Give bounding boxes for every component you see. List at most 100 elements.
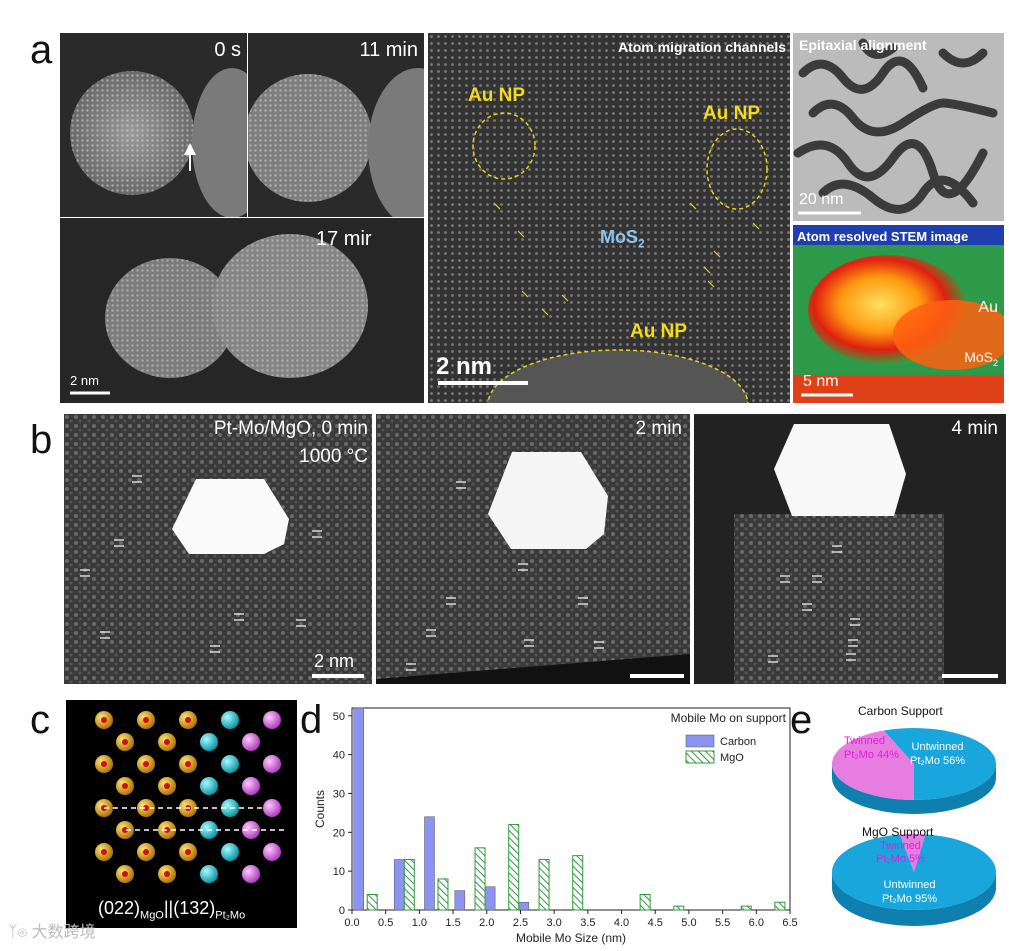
pie-charts [832, 728, 996, 926]
b-title-line2: 1000 °C [299, 446, 368, 467]
histogram-panel: 0.0 0.5 1.0 1.5 2.0 2.5 3.0 3.5 4.0 4.5 5.0 5.5 6.0 6… [300, 700, 800, 946]
legend-title: Mobile Mo on support [671, 711, 787, 725]
bar-mgo [572, 855, 584, 911]
bar-mgo [474, 847, 486, 911]
tem-image-epitaxial: Epitaxial alignment 20 nm [793, 33, 1004, 221]
scale-label-epi: 20 nm [799, 191, 844, 208]
tem-image-b-0min: Pt-Mo/MgO, 0 min 1000 °C 2 nm [64, 414, 372, 684]
atom-core [185, 849, 191, 855]
tem-image-0s: 0 s [60, 33, 247, 217]
panel-label-a: a [30, 28, 53, 72]
bar-mgo [774, 901, 786, 911]
stem-image: Atom resolved STEM image Au MoS2 5 nm [793, 225, 1004, 403]
crystal-model-drawing [95, 711, 284, 883]
carbon-twinned-label: Twinned Pt₂Mo 44% [844, 735, 900, 761]
tem-image-b-4min: 4 min [694, 414, 1006, 684]
watermark-logo-icon: ᛉ◎ [8, 924, 28, 941]
atom-core [101, 717, 107, 723]
atom-core [143, 849, 149, 855]
x-tick-label: 1.0 [412, 917, 427, 929]
bar-mgo [437, 878, 449, 911]
b-scale-label: 2 nm [314, 651, 355, 671]
tem-image-b-2min: 2 min [376, 414, 690, 684]
bar-mgo [538, 859, 550, 911]
atom-core [185, 761, 191, 767]
atom-sphere [242, 821, 260, 839]
bar-carbon [424, 816, 435, 911]
atom-sphere [221, 843, 239, 861]
atom-core [122, 827, 128, 833]
epitaxial-title: Epitaxial alignment [799, 37, 927, 53]
bar-mgo [403, 859, 415, 911]
x-tick-label: 4.0 [614, 917, 629, 929]
atom-sphere [263, 755, 281, 773]
legend-label-mgo: MgO [720, 752, 744, 764]
x-tick-label: 6.0 [749, 917, 764, 929]
histogram-chart: 0.0 0.5 1.0 1.5 2.0 2.5 3.0 3.5 4.0 4.5 5.0 5.5 6.0 6… [313, 707, 798, 945]
x-tick-label: 0.5 [378, 917, 393, 929]
watermark: ᛉ◎ 大数跨境 [8, 924, 96, 941]
legend-swatch-carbon [685, 734, 715, 748]
mgo-twinned-label: Twinned Pt₂Mo 5% [876, 840, 925, 865]
atom-core [122, 871, 128, 877]
atom-core [101, 761, 107, 767]
b-title-line1: Pt-Mo/MgO, 0 min [213, 418, 368, 439]
time-label-17min: 17 mir [316, 228, 372, 250]
atom-sphere [221, 755, 239, 773]
y-tick-label: 0 [339, 905, 345, 917]
pie-side [832, 764, 996, 814]
bar-mgo [639, 893, 651, 911]
carbon-title: Carbon Support [858, 704, 943, 718]
atom-sphere [263, 711, 281, 729]
atom-sphere [263, 843, 281, 861]
pie-side [832, 872, 996, 926]
scale-label-left: 2 nm [70, 373, 99, 388]
legend-swatch-mgo [685, 750, 715, 764]
tem-image-17min: 17 mir 2 nm [60, 218, 424, 403]
tem-image-0s-drawing [70, 68, 247, 217]
y-tick-label: 10 [333, 866, 345, 878]
atom-sphere [242, 777, 260, 795]
bar-carbon [484, 886, 496, 911]
atom-sphere [242, 733, 260, 751]
pie-slice-twinned [832, 730, 914, 800]
atom-sphere [200, 733, 218, 751]
stem-title: Atom resolved STEM image [797, 229, 969, 244]
pie-slice-twinned [899, 834, 926, 872]
au-np-label-3: Au NP [630, 321, 687, 342]
au-np-label-2: Au NP [703, 103, 760, 124]
scale-label-stem: 5 nm [803, 373, 839, 390]
x-tick-label: 1.5 [445, 917, 460, 929]
x-tick-label: 5.5 [715, 917, 730, 929]
atom-core [185, 717, 191, 723]
tem-image-migration-drawing [428, 33, 790, 403]
bar-mgo [673, 905, 685, 911]
time-label-0s: 0 s [214, 39, 241, 61]
atom-core [164, 739, 170, 745]
x-axis-label: Mobile Mo Size (nm) [516, 931, 626, 945]
b-time-4min: 4 min [951, 418, 998, 439]
y-tick-label: 50 [333, 711, 345, 723]
stem-image-drawing [793, 245, 1004, 403]
x-tick-label: 3.0 [547, 917, 562, 929]
y-axis-label: Counts [313, 790, 327, 828]
x-tick-label: 3.5 [580, 917, 595, 929]
atom-core [122, 783, 128, 789]
y-tick-label: 30 [333, 788, 345, 800]
pie-slice-untwinned [883, 728, 996, 800]
bar-mgo [366, 893, 378, 911]
atom-sphere [242, 865, 260, 883]
x-tick-label: 2.0 [479, 917, 494, 929]
tem-image-11min-drawing [248, 68, 424, 217]
atom-core [122, 739, 128, 745]
atom-sphere [200, 777, 218, 795]
bar-carbon [518, 901, 530, 911]
x-tick-label: 4.5 [648, 917, 663, 929]
atom-sphere [221, 711, 239, 729]
crystal-model: (022)MgO||(132)Pt₂Mo [66, 700, 297, 928]
pie-slice-untwinned [832, 834, 996, 910]
plot-frame [351, 707, 791, 911]
panel-label-e: e [790, 698, 813, 742]
panel-label-d: d [300, 698, 323, 742]
tem-image-b-0min-drawing [64, 414, 372, 684]
